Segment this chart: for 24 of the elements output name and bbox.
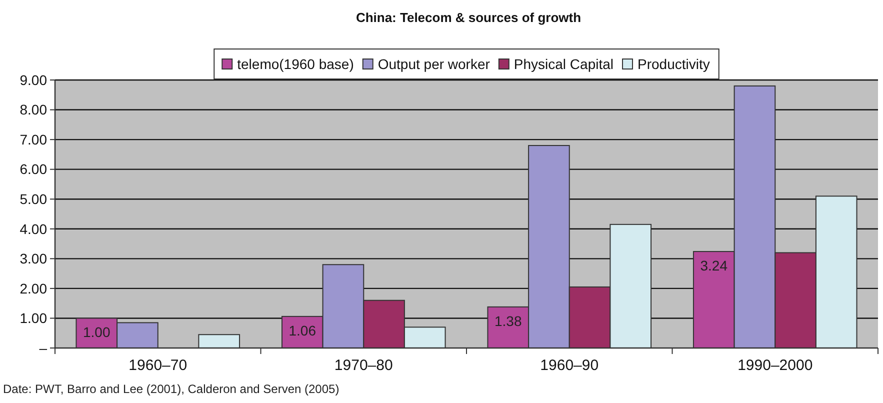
y-tick-label: 2.00 [20, 280, 48, 296]
x-tick-label: 1960–70 [128, 357, 188, 374]
y-tick-label: 6.00 [20, 161, 48, 178]
legend-label: Productivity [638, 56, 710, 72]
y-tick-label: 8.00 [20, 102, 48, 118]
x-tick-label: 1960–90 [540, 357, 599, 374]
data-label: 1.00 [83, 324, 110, 340]
y-tick-label: 3.00 [20, 250, 48, 267]
y-tick-label: 5.00 [20, 191, 48, 208]
legend-label: telemo(1960 base) [237, 56, 354, 72]
data-label: 3.24 [700, 258, 728, 274]
legend-label: Output per worker [378, 56, 490, 72]
chart-title: China: Telecom & sources of growth [356, 10, 582, 25]
y-tick-label: 7.00 [20, 131, 48, 148]
y-tick-label: – [39, 340, 48, 356]
y-tick-label: 9.00 [20, 72, 48, 88]
data-label: 1.06 [288, 322, 316, 338]
data-label: 1.38 [494, 312, 522, 329]
text: Date: PWT, Barro and Lee (2001), Calderon and Serven (2005) [3, 382, 340, 396]
x-tick-label: 1970–80 [334, 357, 393, 374]
legend-label: Physical Capital [514, 56, 614, 72]
y-tick-label: 4.00 [20, 220, 48, 237]
y-tick-label: 1.00 [20, 310, 48, 326]
x-tick-label: 1990–2000 [738, 357, 813, 374]
